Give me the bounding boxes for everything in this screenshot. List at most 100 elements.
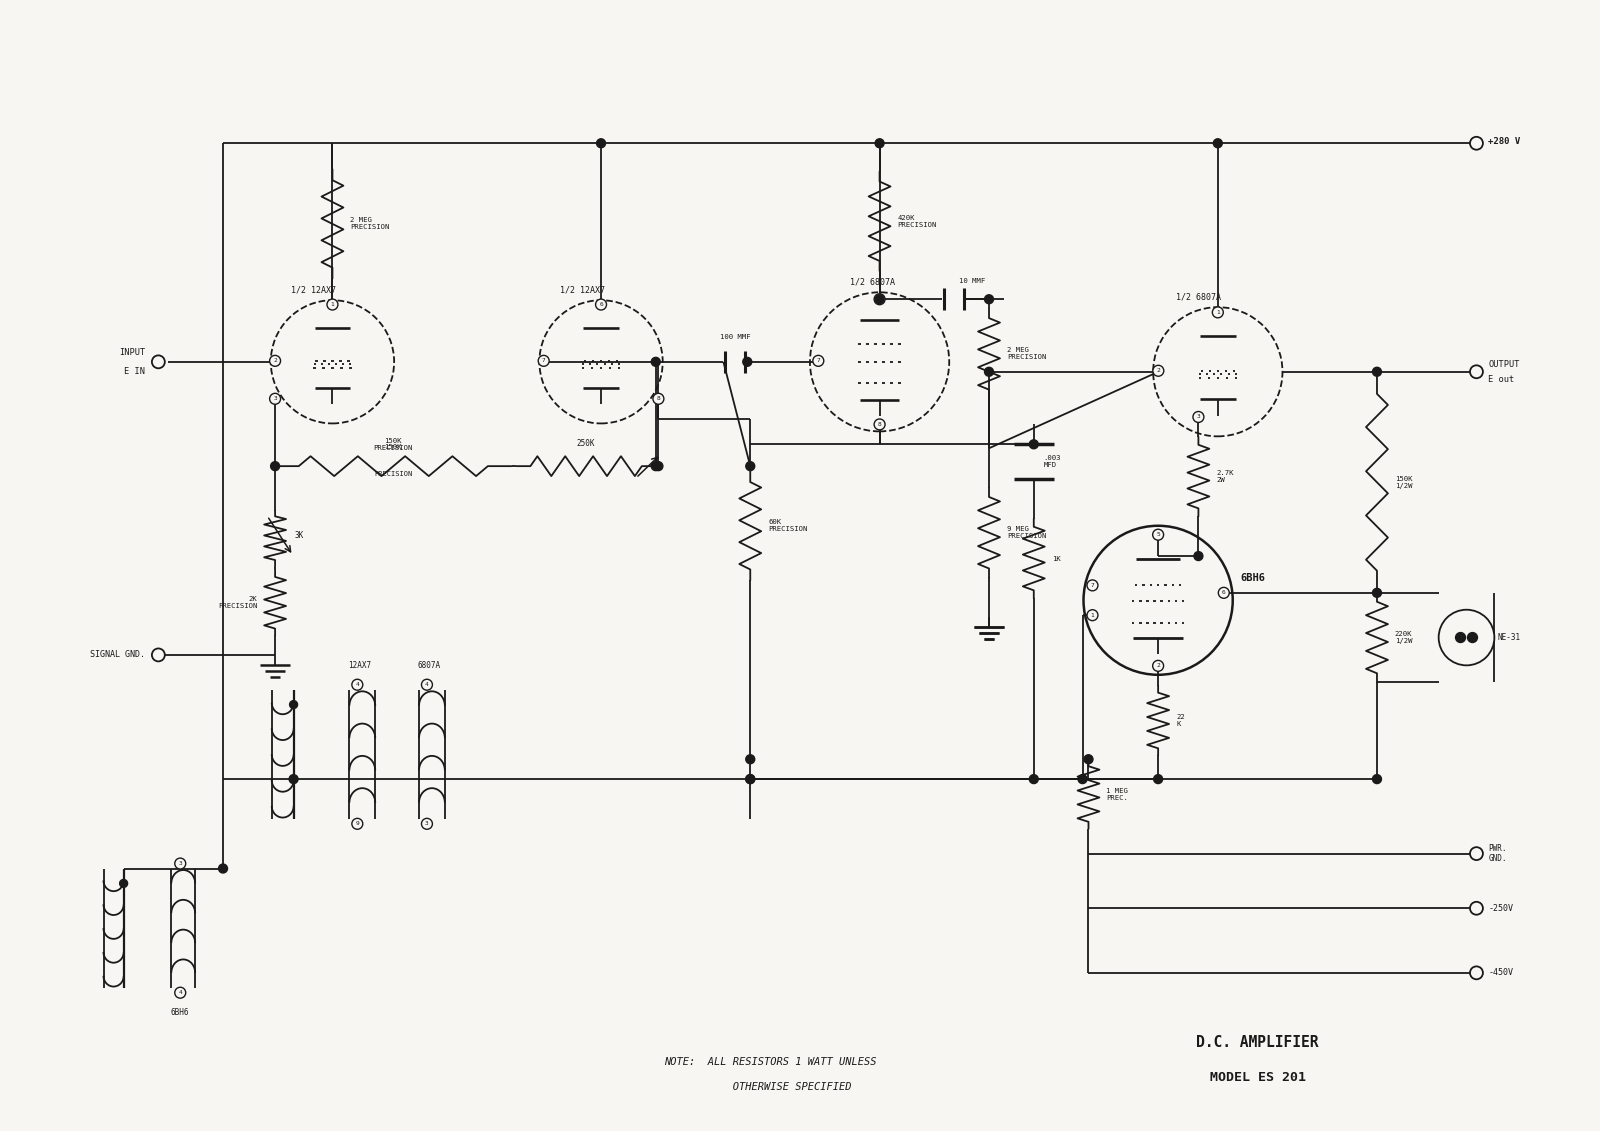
Circle shape — [1029, 775, 1038, 784]
Circle shape — [152, 355, 165, 369]
Circle shape — [1373, 775, 1381, 784]
Text: NE-31: NE-31 — [1498, 633, 1520, 642]
Circle shape — [290, 775, 298, 784]
Circle shape — [1194, 412, 1203, 423]
Text: 6: 6 — [878, 296, 882, 302]
Text: 2: 2 — [1157, 369, 1160, 373]
Text: 7: 7 — [542, 359, 546, 363]
Text: 1K: 1K — [1051, 555, 1061, 562]
Text: 3: 3 — [426, 821, 429, 827]
Text: 2: 2 — [1157, 664, 1160, 668]
Text: 3: 3 — [178, 861, 182, 866]
Circle shape — [874, 294, 885, 304]
Circle shape — [174, 858, 186, 869]
Text: 3K: 3K — [294, 532, 304, 541]
Circle shape — [1152, 529, 1163, 541]
Text: 9 MEG
PRECISION: 9 MEG PRECISION — [1006, 526, 1046, 539]
Text: 8: 8 — [656, 396, 661, 402]
Circle shape — [653, 394, 664, 404]
Circle shape — [174, 987, 186, 999]
Text: PRECISION: PRECISION — [374, 472, 413, 477]
Text: -450V: -450V — [1488, 968, 1514, 977]
Circle shape — [290, 700, 298, 708]
Text: 4: 4 — [355, 682, 358, 688]
Text: 150K: 150K — [384, 444, 402, 450]
Text: NOTE:  ALL RESISTORS 1 WATT UNLESS: NOTE: ALL RESISTORS 1 WATT UNLESS — [664, 1057, 877, 1068]
Text: 150K
PRECISION: 150K PRECISION — [374, 438, 413, 451]
Text: 1: 1 — [1216, 310, 1219, 314]
Circle shape — [875, 295, 885, 304]
Circle shape — [813, 355, 824, 366]
Text: -250V: -250V — [1488, 904, 1514, 913]
Text: 6: 6 — [598, 302, 603, 307]
Text: 1: 1 — [1091, 613, 1094, 618]
Text: 6BH6: 6BH6 — [171, 1008, 189, 1017]
Circle shape — [1467, 632, 1477, 642]
Text: 420K
PRECISION: 420K PRECISION — [898, 215, 938, 227]
Circle shape — [654, 461, 662, 470]
Circle shape — [746, 461, 755, 470]
Circle shape — [651, 461, 661, 470]
Text: 6807A: 6807A — [418, 661, 440, 670]
Circle shape — [421, 680, 432, 690]
Text: 6: 6 — [1222, 590, 1226, 595]
Circle shape — [219, 864, 227, 873]
Text: 1/2 6807A: 1/2 6807A — [1176, 292, 1221, 301]
Circle shape — [270, 355, 280, 366]
Circle shape — [1029, 440, 1038, 449]
Circle shape — [270, 394, 280, 404]
Text: 1 MEG
PREC.: 1 MEG PREC. — [1106, 787, 1128, 801]
Circle shape — [421, 819, 432, 829]
Circle shape — [1470, 966, 1483, 979]
Text: 250K: 250K — [578, 439, 595, 448]
Text: 150K
1/2W: 150K 1/2W — [1395, 476, 1413, 489]
Text: 7: 7 — [816, 359, 821, 363]
Circle shape — [326, 299, 338, 310]
Circle shape — [984, 368, 994, 377]
Circle shape — [1086, 580, 1098, 590]
Text: 4: 4 — [426, 682, 429, 688]
Circle shape — [120, 880, 128, 888]
Circle shape — [270, 461, 280, 470]
Circle shape — [1470, 365, 1483, 378]
Text: 1/2 12AX7: 1/2 12AX7 — [560, 285, 605, 294]
Circle shape — [1154, 365, 1163, 377]
Text: 2: 2 — [274, 359, 277, 363]
Circle shape — [597, 139, 605, 148]
Circle shape — [1152, 661, 1163, 672]
Text: 2 MEG
PRECISION: 2 MEG PRECISION — [1006, 347, 1046, 361]
Circle shape — [352, 680, 363, 690]
Circle shape — [874, 418, 885, 430]
Circle shape — [1078, 775, 1086, 784]
Circle shape — [746, 775, 755, 784]
Text: INPUT: INPUT — [118, 348, 146, 357]
Circle shape — [1373, 368, 1381, 377]
Circle shape — [1085, 754, 1093, 763]
Circle shape — [1470, 847, 1483, 860]
Text: 5: 5 — [1157, 533, 1160, 537]
Text: 60K
PRECISION: 60K PRECISION — [768, 519, 808, 533]
Text: PWR.
GND.: PWR. GND. — [1488, 844, 1507, 863]
Text: 6BH6: 6BH6 — [1240, 573, 1266, 582]
Text: 3: 3 — [274, 396, 277, 402]
Circle shape — [651, 357, 661, 366]
Text: 12AX7: 12AX7 — [347, 661, 371, 670]
Circle shape — [1194, 552, 1203, 561]
Circle shape — [538, 355, 549, 366]
Text: 10 MMF: 10 MMF — [958, 278, 986, 284]
Text: 9: 9 — [355, 821, 358, 827]
Text: 8: 8 — [878, 422, 882, 426]
Text: 100 MMF: 100 MMF — [720, 334, 750, 340]
Text: OTHERWISE SPECIFIED: OTHERWISE SPECIFIED — [690, 1082, 851, 1093]
Text: E IN: E IN — [125, 366, 146, 375]
Text: 3: 3 — [1197, 414, 1200, 420]
Text: 7: 7 — [1091, 582, 1094, 588]
Circle shape — [1470, 901, 1483, 915]
Text: 2 MEG
PRECISION: 2 MEG PRECISION — [350, 217, 390, 231]
Circle shape — [152, 648, 165, 662]
Text: OUTPUT: OUTPUT — [1488, 360, 1520, 369]
Text: E out: E out — [1488, 374, 1515, 383]
Circle shape — [1218, 587, 1229, 598]
Circle shape — [875, 139, 885, 148]
Text: 1/2 12AX7: 1/2 12AX7 — [291, 285, 336, 294]
